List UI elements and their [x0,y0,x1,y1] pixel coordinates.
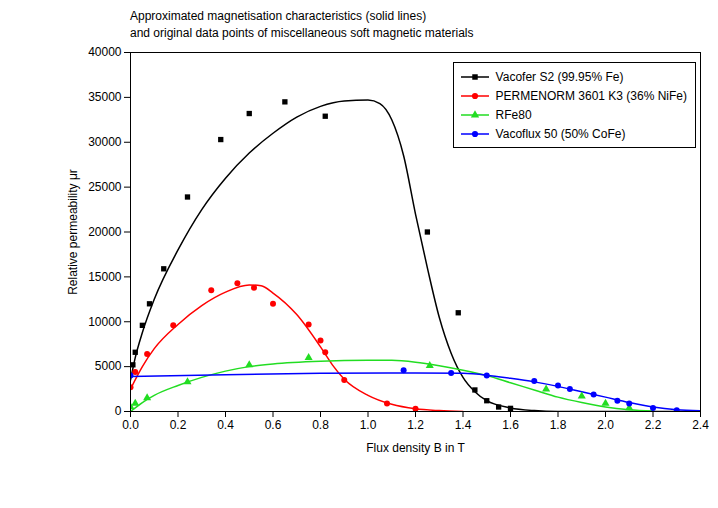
html-text:PERMENORM 3601 K3 (36% NiFe): PERMENORM 3601 K3 (36% NiFe) [495,88,687,103]
svg-text:0.2: 0.2 [170,418,187,432]
html-text:Approximated magnetisation cha: Approximated magnetisation characteristi… [130,9,427,23]
svg-text:Relative permeability μr: Relative permeability μr [66,169,80,295]
svg-text:1.8: 1.8 [550,418,567,432]
svg-text:1.0: 1.0 [360,418,377,432]
html-text:Vacofer S2 (99.95% Fe): Vacofer S2 (99.95% Fe) [495,69,624,84]
html-text:and original data points of mi: and original data points of miscellaneou… [130,26,474,40]
svg-text:0: 0 [115,404,122,418]
svg-text:35000: 35000 [88,90,122,104]
svg-text:2.4: 2.4 [692,418,709,432]
svg-text:20000: 20000 [88,225,122,239]
svg-text:10000: 10000 [88,315,122,329]
svg-text:1.4: 1.4 [455,418,472,432]
svg-text:Flux density B in T: Flux density B in T [366,441,465,455]
html-text:Vacoflux 50 (50% CoFe): Vacoflux 50 (50% CoFe) [495,126,626,141]
svg-text:30000: 30000 [88,135,122,149]
svg-text:0.4: 0.4 [217,418,234,432]
svg-text:40000: 40000 [88,45,122,59]
html-text:RFe80: RFe80 [495,107,532,122]
svg-text:5000: 5000 [95,359,122,373]
svg-text:15000: 15000 [88,270,122,284]
svg-text:1.2: 1.2 [407,418,424,432]
svg-text:0.0: 0.0 [122,418,139,432]
svg-text:2.0: 2.0 [597,418,614,432]
svg-text:25000: 25000 [88,180,122,194]
svg-text:1.6: 1.6 [502,418,519,432]
svg-text:0.6: 0.6 [265,418,282,432]
svg-text:2.2: 2.2 [645,418,662,432]
svg-text:0.8: 0.8 [312,418,329,432]
